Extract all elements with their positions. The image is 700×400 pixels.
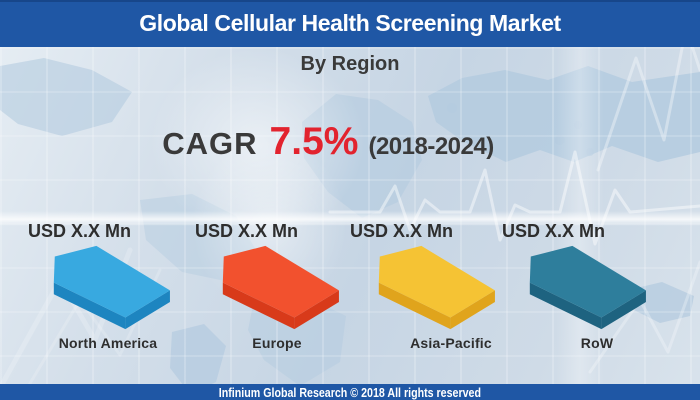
arrow-front-face — [53, 282, 126, 330]
arrow-shape-europe — [222, 245, 339, 330]
value-label-europe: USD X.X Mn — [195, 221, 299, 241]
value-label-row: USD X.X Mn — [502, 221, 606, 241]
arrow-right-face — [450, 290, 495, 330]
region-label-north-america: North America — [58, 335, 158, 351]
footer-copyright-text: Infinium Global Research © 2018 All righ… — [218, 385, 482, 400]
arrow-shape-row — [529, 245, 646, 330]
arrow-shape-asia-pacific — [378, 245, 495, 330]
cagr-value: 7.5% — [269, 120, 359, 163]
header-bar: Global Cellular Health Screening Market — [0, 0, 700, 47]
arrow-front-face — [529, 282, 602, 330]
value-label-asia-pacific: USD X.X Mn — [350, 221, 454, 241]
region-label-row: RoW — [580, 335, 614, 351]
region-label-europe: Europe — [252, 335, 302, 351]
arrow-top-face — [378, 245, 495, 318]
cagr-period: (2018-2024) — [368, 133, 494, 160]
cagr-row: CAGR 7.5% (2018-2024) — [0, 120, 678, 164]
arrow-right-face — [601, 290, 646, 330]
arrow-top-face — [529, 245, 646, 318]
cagr-label: CAGR — [162, 126, 258, 161]
arrow-top-face — [222, 245, 339, 318]
horizontal-light-streak — [0, 211, 700, 226]
arrow-top-face — [53, 245, 170, 318]
arrow-right-face — [294, 290, 339, 330]
subtitle: By Region — [300, 53, 400, 75]
arrow-right-face — [125, 290, 170, 330]
xray-skeleton-glow — [150, 48, 365, 238]
arrow-shape-north-america — [53, 245, 170, 330]
page-title: Global Cellular Health Screening Market — [139, 10, 561, 36]
footer-bar: Infinium Global Research © 2018 All righ… — [0, 384, 700, 400]
arrow-front-face — [222, 282, 295, 330]
value-label-north-america: USD X.X Mn — [28, 221, 132, 241]
region-label-asia-pacific: Asia-Pacific — [410, 335, 492, 351]
arrow-front-face — [378, 282, 451, 330]
